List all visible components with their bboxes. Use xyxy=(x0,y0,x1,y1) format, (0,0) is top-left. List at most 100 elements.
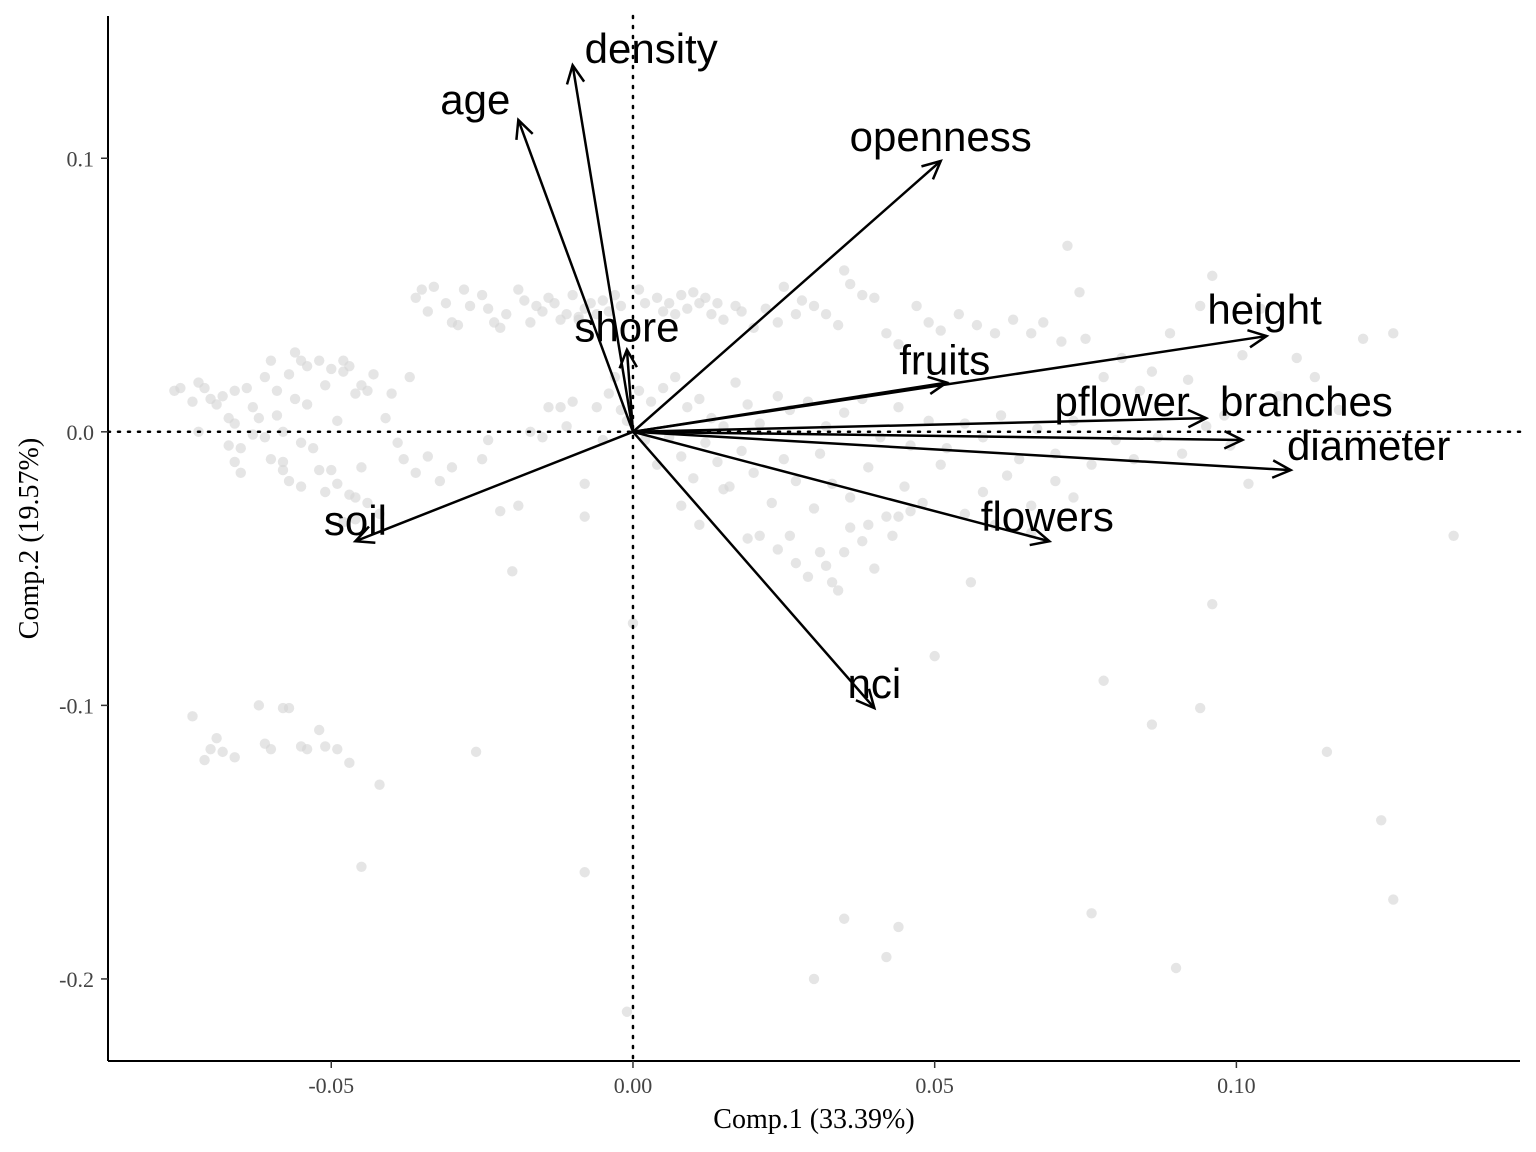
score-point xyxy=(917,497,928,509)
score-point xyxy=(1128,453,1140,465)
score-point xyxy=(561,308,572,320)
loading-label-soil: soil xyxy=(324,497,387,544)
arrow-shaft xyxy=(517,119,635,433)
score-point xyxy=(935,325,946,336)
score-point xyxy=(229,752,240,763)
score-point xyxy=(1219,410,1230,421)
score-point xyxy=(1026,500,1037,511)
score-point xyxy=(259,371,271,383)
score-point xyxy=(537,432,548,443)
score-point xyxy=(1110,434,1121,446)
score-point xyxy=(1170,962,1182,974)
score-point xyxy=(832,585,844,596)
score-point xyxy=(1164,328,1176,339)
score-point xyxy=(1152,432,1164,443)
score-point xyxy=(742,533,753,544)
score-point xyxy=(663,298,675,309)
score-point xyxy=(1194,702,1206,714)
score-point xyxy=(277,456,289,468)
score-point xyxy=(808,300,820,312)
score-point xyxy=(404,371,415,383)
score-point xyxy=(398,453,409,465)
score-point xyxy=(573,311,584,323)
score-point xyxy=(1182,374,1194,386)
score-point xyxy=(525,317,536,328)
score-point xyxy=(326,464,337,476)
score-point xyxy=(1237,350,1248,361)
score-point xyxy=(259,432,271,443)
score-point xyxy=(676,451,687,462)
score-point xyxy=(688,287,699,298)
score-point xyxy=(748,322,759,334)
score-point xyxy=(289,393,301,405)
score-point xyxy=(965,577,977,588)
score-point xyxy=(307,443,319,454)
score-point xyxy=(470,746,482,758)
score-point xyxy=(549,298,560,309)
arrow-shaft xyxy=(354,430,634,543)
score-point xyxy=(1074,287,1085,298)
score-point xyxy=(1056,336,1067,347)
arrow-shaft xyxy=(632,430,1243,442)
score-point xyxy=(567,396,578,407)
arrow-head xyxy=(515,117,534,140)
score-point xyxy=(748,467,759,479)
score-point xyxy=(320,741,331,752)
score-point xyxy=(977,486,989,498)
arrow-head xyxy=(618,346,638,369)
score-point xyxy=(682,401,693,413)
score-point xyxy=(1013,453,1025,465)
score-point xyxy=(845,522,856,533)
score-point xyxy=(283,475,295,487)
score-point xyxy=(187,711,198,722)
score-point xyxy=(507,566,518,577)
score-point xyxy=(513,284,524,295)
score-point xyxy=(350,388,361,399)
score-point xyxy=(265,453,277,465)
x-tick-label: 0.00 xyxy=(614,1073,653,1098)
score-point xyxy=(796,295,808,306)
score-point xyxy=(543,401,554,413)
score-point xyxy=(820,560,832,572)
score-point xyxy=(476,289,488,301)
score-point xyxy=(670,371,681,383)
score-point xyxy=(651,292,663,303)
score-point xyxy=(633,385,645,396)
score-point xyxy=(712,456,723,468)
score-point xyxy=(211,399,222,410)
score-point xyxy=(374,508,385,520)
score-point xyxy=(935,459,946,470)
score-point xyxy=(1026,328,1037,339)
score-point xyxy=(416,284,427,295)
arrow-shaft xyxy=(632,430,876,709)
score-point xyxy=(422,306,434,317)
arrow-head xyxy=(1029,527,1053,547)
score-point xyxy=(1291,352,1302,364)
score-point xyxy=(838,913,850,924)
score-point xyxy=(277,426,289,438)
score-point xyxy=(217,391,228,402)
score-point xyxy=(772,544,783,555)
score-point xyxy=(645,396,657,407)
score-point xyxy=(657,306,669,317)
score-point xyxy=(1388,328,1399,339)
loading-arrow-age: age xyxy=(440,76,635,433)
score-point xyxy=(1309,371,1321,383)
score-point xyxy=(332,415,343,427)
score-point xyxy=(1134,385,1146,396)
score-point xyxy=(495,505,506,517)
score-point xyxy=(579,867,590,878)
score-point xyxy=(591,401,602,413)
score-point xyxy=(1273,391,1284,402)
score-point xyxy=(893,511,904,522)
score-point xyxy=(899,481,910,492)
score-point xyxy=(374,779,385,790)
score-point xyxy=(386,388,397,399)
score-point xyxy=(205,743,216,755)
score-point xyxy=(730,377,741,388)
score-point xyxy=(676,500,687,511)
score-point xyxy=(742,399,753,410)
score-point xyxy=(350,492,361,503)
score-point xyxy=(428,281,440,293)
arrow-head xyxy=(352,525,376,544)
